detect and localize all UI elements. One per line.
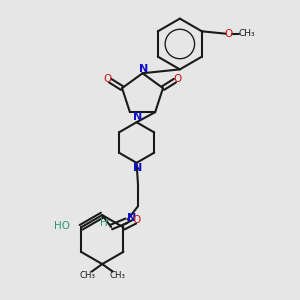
Text: CH₃: CH₃ [109,271,125,280]
Text: H: H [100,218,108,229]
Text: O: O [225,29,233,39]
Text: O: O [103,74,112,84]
Text: N: N [127,213,136,223]
Text: O: O [173,74,182,84]
Text: N: N [134,112,143,122]
Text: CH₃: CH₃ [79,271,95,280]
Text: N: N [134,163,143,172]
Text: CH₃: CH₃ [238,29,255,38]
Text: O: O [132,215,141,225]
Text: N: N [140,64,149,74]
Text: HO: HO [54,221,70,231]
